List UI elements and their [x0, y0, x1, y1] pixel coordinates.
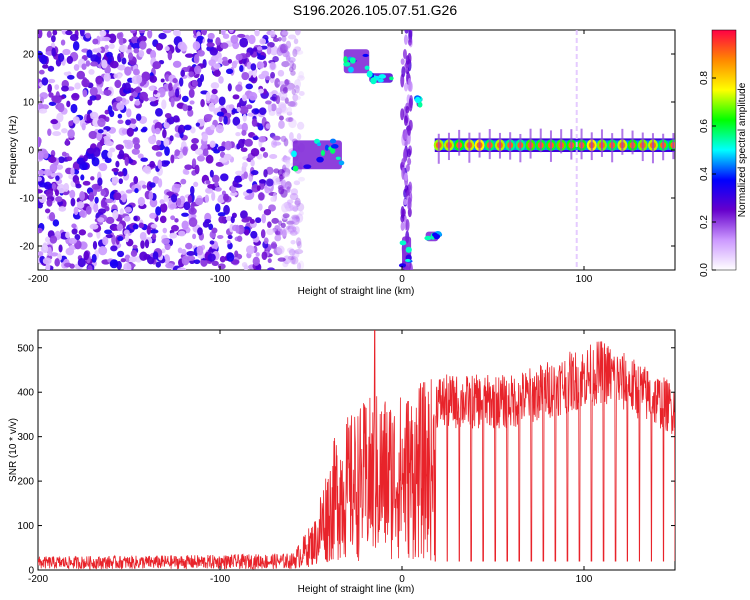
spectrogram-x-axis-label: Height of straight line (km)	[298, 286, 415, 297]
colorbar: 0.0 0.2 0.4 0.6 0.8 Normalized spectral ampl…	[699, 29, 748, 277]
spectrogram-feature	[424, 231, 443, 242]
snr-y-ticks: 0 100 200 300 400 500	[17, 343, 675, 577]
x-tick-label: -200	[28, 574, 48, 585]
x-tick-label: -200	[28, 274, 48, 285]
spectrogram-feature	[291, 138, 345, 172]
spectrogram-y-axis-label: Frequency (Hz)	[8, 116, 19, 185]
snr-series-line	[38, 330, 675, 570]
y-tick-label: 100	[17, 521, 34, 532]
x-tick-label: 0	[399, 274, 405, 285]
snr-x-axis-label: Height of straight line (km)	[298, 584, 415, 595]
snr-x-ticks: -200 -100 0 100	[28, 330, 593, 585]
spectrogram-feature	[38, 30, 305, 270]
spectrogram-content	[38, 30, 675, 270]
colorbar-tick-label: 0.6	[699, 119, 710, 133]
spectrogram-faint-line	[575, 30, 578, 267]
y-tick-label: 10	[23, 98, 35, 109]
spectrogram-x-ticks: -200 -100 0 100	[28, 30, 593, 285]
spectrogram-y-ticks: 20 10 0 -10 -20	[20, 50, 675, 253]
spectrogram-feature	[343, 49, 370, 74]
colorbar-ticks: 0.0 0.2 0.4 0.6 0.8	[699, 71, 716, 277]
y-tick-label: 20	[23, 50, 35, 61]
snr-content	[38, 330, 675, 570]
spectrogram-feature	[366, 70, 394, 85]
colorbar-tick-label: 0.2	[699, 215, 710, 229]
y-tick-label: -20	[20, 242, 35, 253]
spectrogram-feature	[414, 95, 423, 108]
spectrogram-feature	[433, 128, 675, 164]
y-tick-label: -10	[20, 194, 35, 205]
y-tick-label: 400	[17, 388, 34, 399]
x-tick-label: 100	[576, 574, 593, 585]
colorbar-tick-label: 0.8	[699, 71, 710, 85]
colorbar-label: Normalized spectral amplitude	[737, 82, 748, 217]
y-tick-label: 200	[17, 477, 34, 488]
x-tick-label: 100	[576, 274, 593, 285]
x-tick-label: -100	[210, 574, 230, 585]
x-tick-label: -100	[210, 274, 230, 285]
spectrogram-feature	[398, 236, 413, 270]
snr-panel: -200 -100 0 100 0 100 200 300 400 500 Height of …	[8, 329, 676, 595]
colorbar-tick-label: 0.0	[699, 263, 710, 277]
spectrogram-feature	[400, 30, 414, 270]
snr-y-axis-label: SNR (10 * v/v)	[8, 418, 19, 482]
y-tick-label: 0	[28, 566, 34, 577]
figure-title: S196.2026.105.07.51.G26	[292, 2, 458, 18]
colorbar-tick-label: 0.4	[699, 167, 710, 181]
colorbar-gradient	[711, 29, 737, 271]
y-tick-label: 0	[28, 146, 34, 157]
x-tick-label: 0	[399, 574, 405, 585]
y-tick-label: 300	[17, 432, 34, 443]
y-tick-label: 500	[17, 343, 34, 354]
